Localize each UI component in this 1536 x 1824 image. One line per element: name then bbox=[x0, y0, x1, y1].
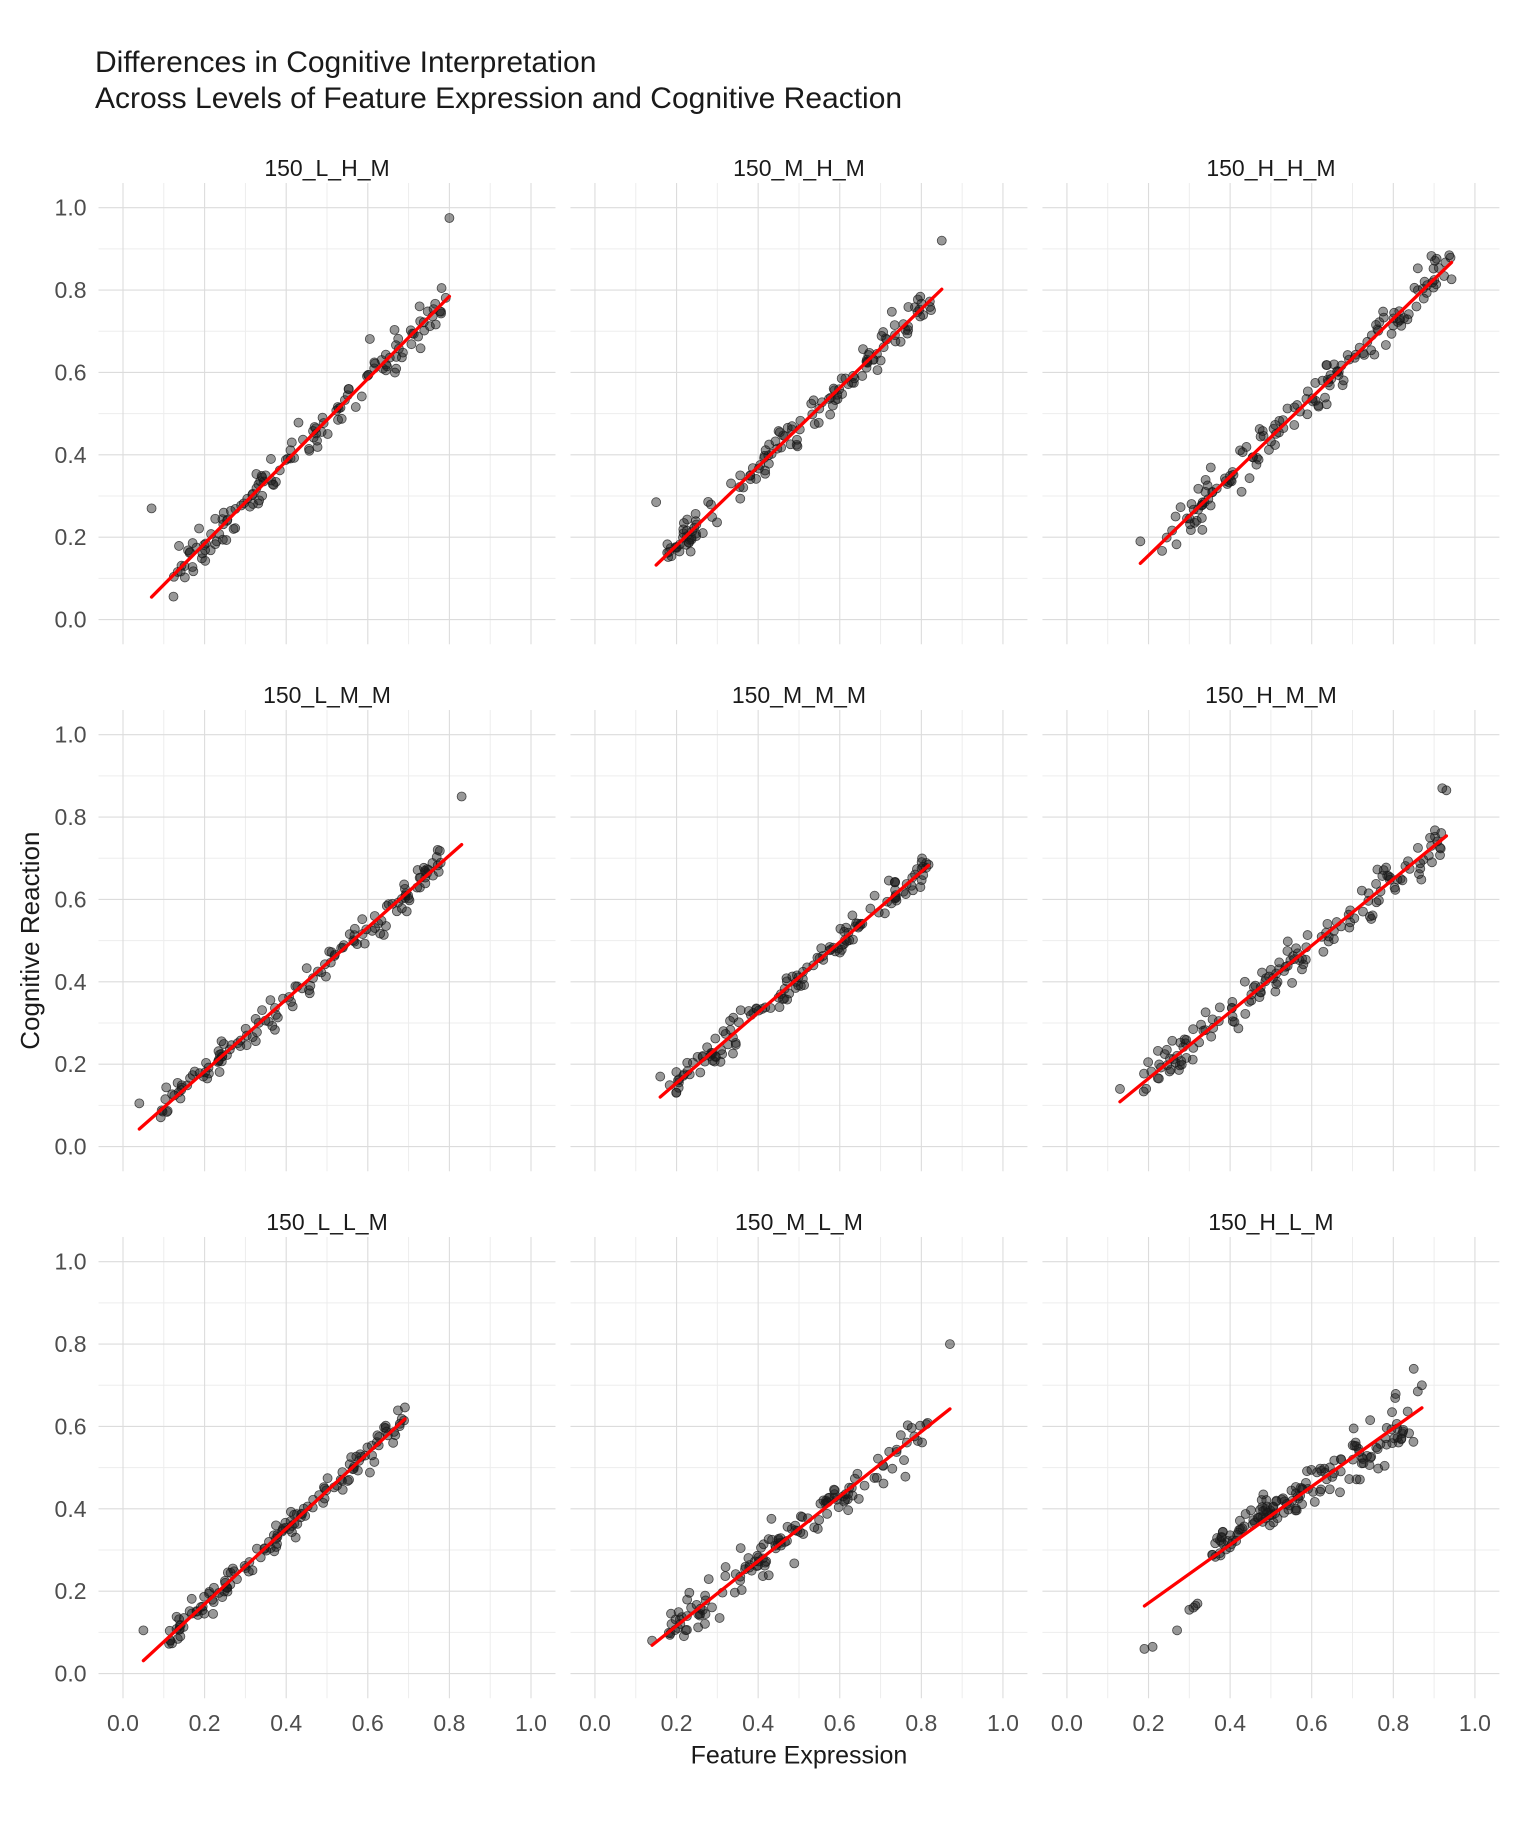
svg-text:0.0: 0.0 bbox=[579, 1710, 611, 1736]
svg-text:150_H_H_M: 150_H_H_M bbox=[1206, 155, 1335, 181]
svg-text:1.0: 1.0 bbox=[55, 722, 87, 748]
svg-text:0.0: 0.0 bbox=[55, 607, 87, 633]
svg-text:0.8: 0.8 bbox=[55, 804, 87, 830]
svg-text:1.0: 1.0 bbox=[515, 1710, 547, 1736]
svg-text:0.4: 0.4 bbox=[55, 1496, 87, 1522]
svg-text:0.2: 0.2 bbox=[661, 1710, 693, 1736]
svg-text:Feature Expression: Feature Expression bbox=[691, 1742, 908, 1770]
svg-text:0.8: 0.8 bbox=[433, 1710, 465, 1736]
svg-text:0.2: 0.2 bbox=[55, 1051, 87, 1077]
svg-text:0.2: 0.2 bbox=[189, 1710, 221, 1736]
svg-text:0.0: 0.0 bbox=[55, 1661, 87, 1687]
svg-text:150_M_M_M: 150_M_M_M bbox=[732, 682, 866, 708]
svg-text:Across Levels of Feature Expre: Across Levels of Feature Expression and … bbox=[95, 82, 902, 115]
svg-text:150_L_L_M: 150_L_L_M bbox=[266, 1209, 388, 1235]
svg-text:0.2: 0.2 bbox=[55, 524, 87, 550]
svg-text:Differences in Cognitive Inter: Differences in Cognitive Interpretation bbox=[95, 46, 596, 79]
svg-text:0.6: 0.6 bbox=[1296, 1710, 1328, 1736]
svg-text:0.6: 0.6 bbox=[352, 1710, 384, 1736]
svg-text:0.4: 0.4 bbox=[55, 969, 87, 995]
svg-text:0.4: 0.4 bbox=[742, 1710, 774, 1736]
svg-text:1.0: 1.0 bbox=[55, 195, 87, 221]
svg-text:150_H_M_M: 150_H_M_M bbox=[1205, 682, 1337, 708]
svg-text:150_M_L_M: 150_M_L_M bbox=[735, 1209, 863, 1235]
svg-text:1.0: 1.0 bbox=[55, 1249, 87, 1275]
svg-text:0.8: 0.8 bbox=[55, 277, 87, 303]
svg-text:0.4: 0.4 bbox=[1214, 1710, 1246, 1736]
svg-text:0.8: 0.8 bbox=[905, 1710, 937, 1736]
svg-text:0.0: 0.0 bbox=[1051, 1710, 1083, 1736]
svg-text:0.6: 0.6 bbox=[55, 1413, 87, 1439]
svg-text:0.6: 0.6 bbox=[55, 886, 87, 912]
svg-text:0.8: 0.8 bbox=[55, 1331, 87, 1357]
svg-text:1.0: 1.0 bbox=[987, 1710, 1019, 1736]
svg-text:1.0: 1.0 bbox=[1459, 1710, 1491, 1736]
svg-text:150_H_L_M: 150_H_L_M bbox=[1208, 1209, 1333, 1235]
svg-text:0.2: 0.2 bbox=[55, 1578, 87, 1604]
svg-text:Cognitive Reaction: Cognitive Reaction bbox=[15, 832, 45, 1050]
svg-text:0.4: 0.4 bbox=[270, 1710, 302, 1736]
svg-text:0.8: 0.8 bbox=[1377, 1710, 1409, 1736]
svg-text:150_L_H_M: 150_L_H_M bbox=[264, 155, 389, 181]
svg-text:0.6: 0.6 bbox=[824, 1710, 856, 1736]
svg-text:0.6: 0.6 bbox=[55, 359, 87, 385]
svg-text:0.2: 0.2 bbox=[1133, 1710, 1165, 1736]
svg-text:0.0: 0.0 bbox=[55, 1134, 87, 1160]
svg-text:150_L_M_M: 150_L_M_M bbox=[263, 682, 391, 708]
svg-text:150_M_H_M: 150_M_H_M bbox=[733, 155, 865, 181]
svg-text:0.0: 0.0 bbox=[107, 1710, 139, 1736]
svg-text:0.4: 0.4 bbox=[55, 442, 87, 468]
